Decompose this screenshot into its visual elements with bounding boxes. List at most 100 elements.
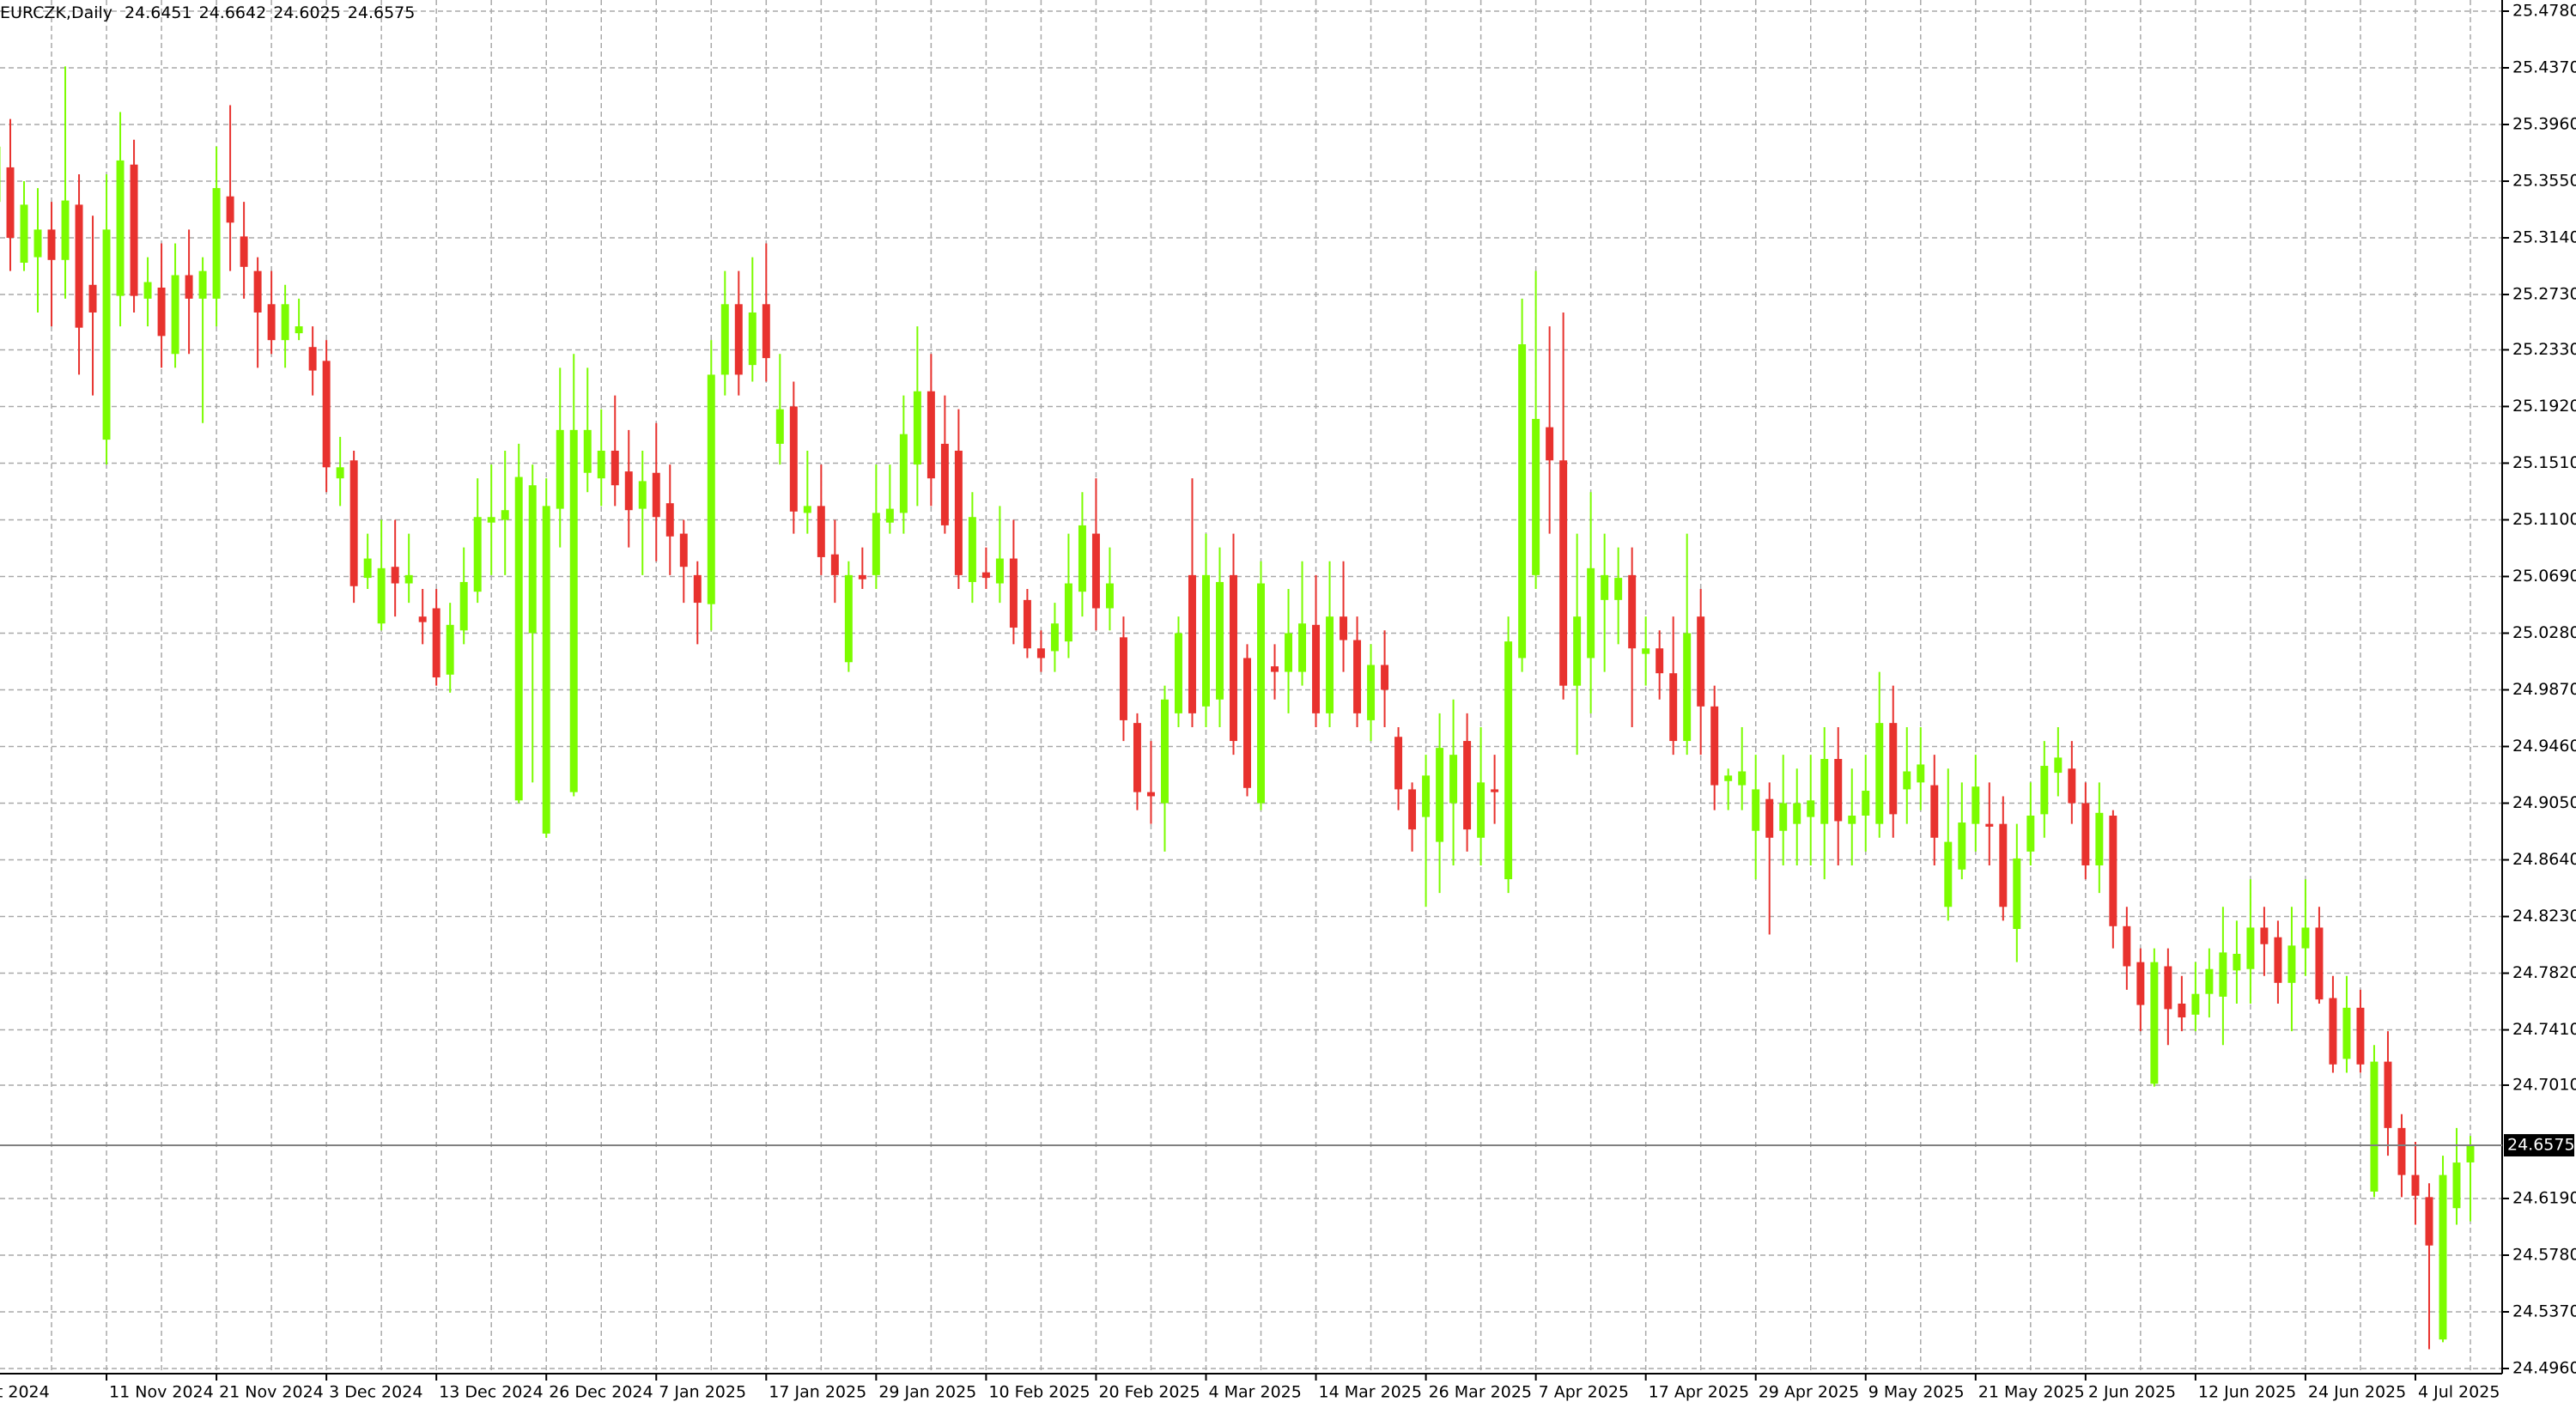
header-value: 24.6025 bbox=[273, 3, 341, 22]
candle-body bbox=[2452, 1162, 2461, 1209]
candle-body bbox=[363, 558, 372, 579]
candle-body bbox=[2329, 998, 2337, 1065]
y-tick-label: 24.8640 bbox=[2512, 850, 2576, 869]
candle-body bbox=[2274, 937, 2282, 983]
x-tick-label: 21 May 2025 bbox=[1978, 1383, 2085, 1402]
candle-body bbox=[2425, 1197, 2433, 1246]
candle-body bbox=[2164, 966, 2172, 1010]
candle-body bbox=[1422, 775, 1431, 817]
candle-body bbox=[2439, 1174, 2447, 1340]
candle-body bbox=[487, 517, 495, 523]
candle-body bbox=[143, 282, 152, 299]
candle-body bbox=[2466, 1144, 2475, 1162]
candle-body bbox=[1326, 616, 1334, 713]
y-tick-label: 25.3140 bbox=[2512, 228, 2576, 247]
x-tick-label: 29 Apr 2025 bbox=[1759, 1383, 1859, 1402]
candle-body bbox=[1601, 574, 1609, 600]
candle-body bbox=[1642, 648, 1650, 654]
x-tick-label: 17 Jan 2025 bbox=[769, 1383, 866, 1402]
candle-body bbox=[569, 429, 578, 792]
candle-body bbox=[1958, 822, 1966, 870]
candle-body bbox=[1050, 623, 1059, 652]
candle-body bbox=[1119, 637, 1127, 720]
candle-body bbox=[1504, 641, 1513, 880]
candle-body bbox=[707, 374, 715, 604]
candle-body bbox=[1656, 648, 1664, 674]
candle-body bbox=[1174, 633, 1182, 713]
x-tick-label: 2 Jun 2025 bbox=[2088, 1383, 2176, 1402]
candle-body bbox=[1105, 583, 1114, 609]
candle-body bbox=[1683, 633, 1692, 742]
header-value: 24.6451 bbox=[125, 3, 192, 22]
candle-body bbox=[844, 574, 853, 663]
candle-body bbox=[556, 429, 564, 509]
candle-body bbox=[88, 284, 97, 313]
candle-body bbox=[583, 429, 592, 473]
candle-body bbox=[1834, 758, 1843, 822]
candle-body bbox=[473, 517, 482, 592]
last-price-label: 24.6575 bbox=[2507, 1135, 2575, 1154]
candle-body bbox=[2081, 803, 2090, 865]
candle-body bbox=[968, 517, 976, 582]
candle-body bbox=[1394, 737, 1403, 790]
candle-body bbox=[2260, 927, 2269, 944]
candle-body bbox=[1779, 803, 1788, 831]
candle-body bbox=[734, 304, 743, 375]
candle-body bbox=[33, 229, 42, 258]
candle-body bbox=[6, 167, 15, 239]
candle-body bbox=[1353, 640, 1362, 713]
candle-body bbox=[1188, 574, 1196, 713]
x-tick-label: 17 Apr 2025 bbox=[1649, 1383, 1749, 1402]
candle-body bbox=[446, 624, 454, 675]
candle-body bbox=[1738, 771, 1747, 786]
y-tick-label: 24.9870 bbox=[2512, 680, 2576, 699]
x-tick-label: 20 Feb 2025 bbox=[1098, 1383, 1200, 1402]
candle-body bbox=[514, 476, 523, 801]
candle-body bbox=[1285, 633, 1293, 672]
candle-body bbox=[2411, 1174, 2420, 1196]
x-tick-label: 7 Apr 2025 bbox=[1539, 1383, 1629, 1402]
y-tick-label: 24.8230 bbox=[2512, 907, 2576, 926]
candle-body bbox=[858, 574, 866, 580]
x-tick-label: 26 Mar 2025 bbox=[1429, 1383, 1532, 1402]
candle-body bbox=[75, 204, 83, 328]
y-tick-label: 25.3960 bbox=[2512, 115, 2576, 134]
candle-body bbox=[1009, 558, 1018, 628]
candle-body bbox=[1230, 574, 1237, 742]
y-tick-label: 25.2730 bbox=[2512, 285, 2576, 304]
candle-body bbox=[1477, 782, 1485, 838]
candle-body bbox=[2205, 968, 2214, 994]
candle-body bbox=[1587, 567, 1595, 658]
candle-body bbox=[391, 567, 399, 584]
candle-body bbox=[638, 481, 647, 509]
candle-body bbox=[1216, 581, 1224, 700]
candle-body bbox=[1133, 723, 1141, 792]
candle-body bbox=[624, 471, 633, 511]
candle-body bbox=[47, 229, 56, 260]
candle-body bbox=[1573, 616, 1582, 686]
y-tick-label: 25.1100 bbox=[2512, 510, 2576, 529]
candle-body bbox=[1036, 648, 1045, 658]
candle-body bbox=[1532, 418, 1540, 575]
candle-body bbox=[308, 347, 317, 371]
header-value: 24.6575 bbox=[348, 3, 416, 22]
candle-body bbox=[1697, 616, 1705, 707]
candle-body bbox=[432, 608, 440, 678]
candle-body bbox=[2150, 962, 2159, 1084]
candle-body bbox=[528, 485, 537, 634]
candle-body bbox=[212, 188, 221, 299]
x-tick-label: 10 Feb 2025 bbox=[988, 1383, 1090, 1402]
candle-body bbox=[1257, 583, 1265, 804]
candle-body bbox=[1862, 791, 1870, 816]
candle-body bbox=[1614, 578, 1623, 600]
candle-body bbox=[349, 460, 358, 586]
x-tick-label: 9 May 2025 bbox=[1868, 1383, 1965, 1402]
candle-body bbox=[1436, 748, 1444, 842]
candle-body bbox=[2397, 1127, 2406, 1175]
candle-body bbox=[157, 287, 166, 337]
candle-body bbox=[2246, 927, 2255, 969]
candle-body bbox=[872, 513, 880, 575]
candle-body bbox=[2123, 926, 2131, 967]
candle-body bbox=[542, 506, 550, 834]
